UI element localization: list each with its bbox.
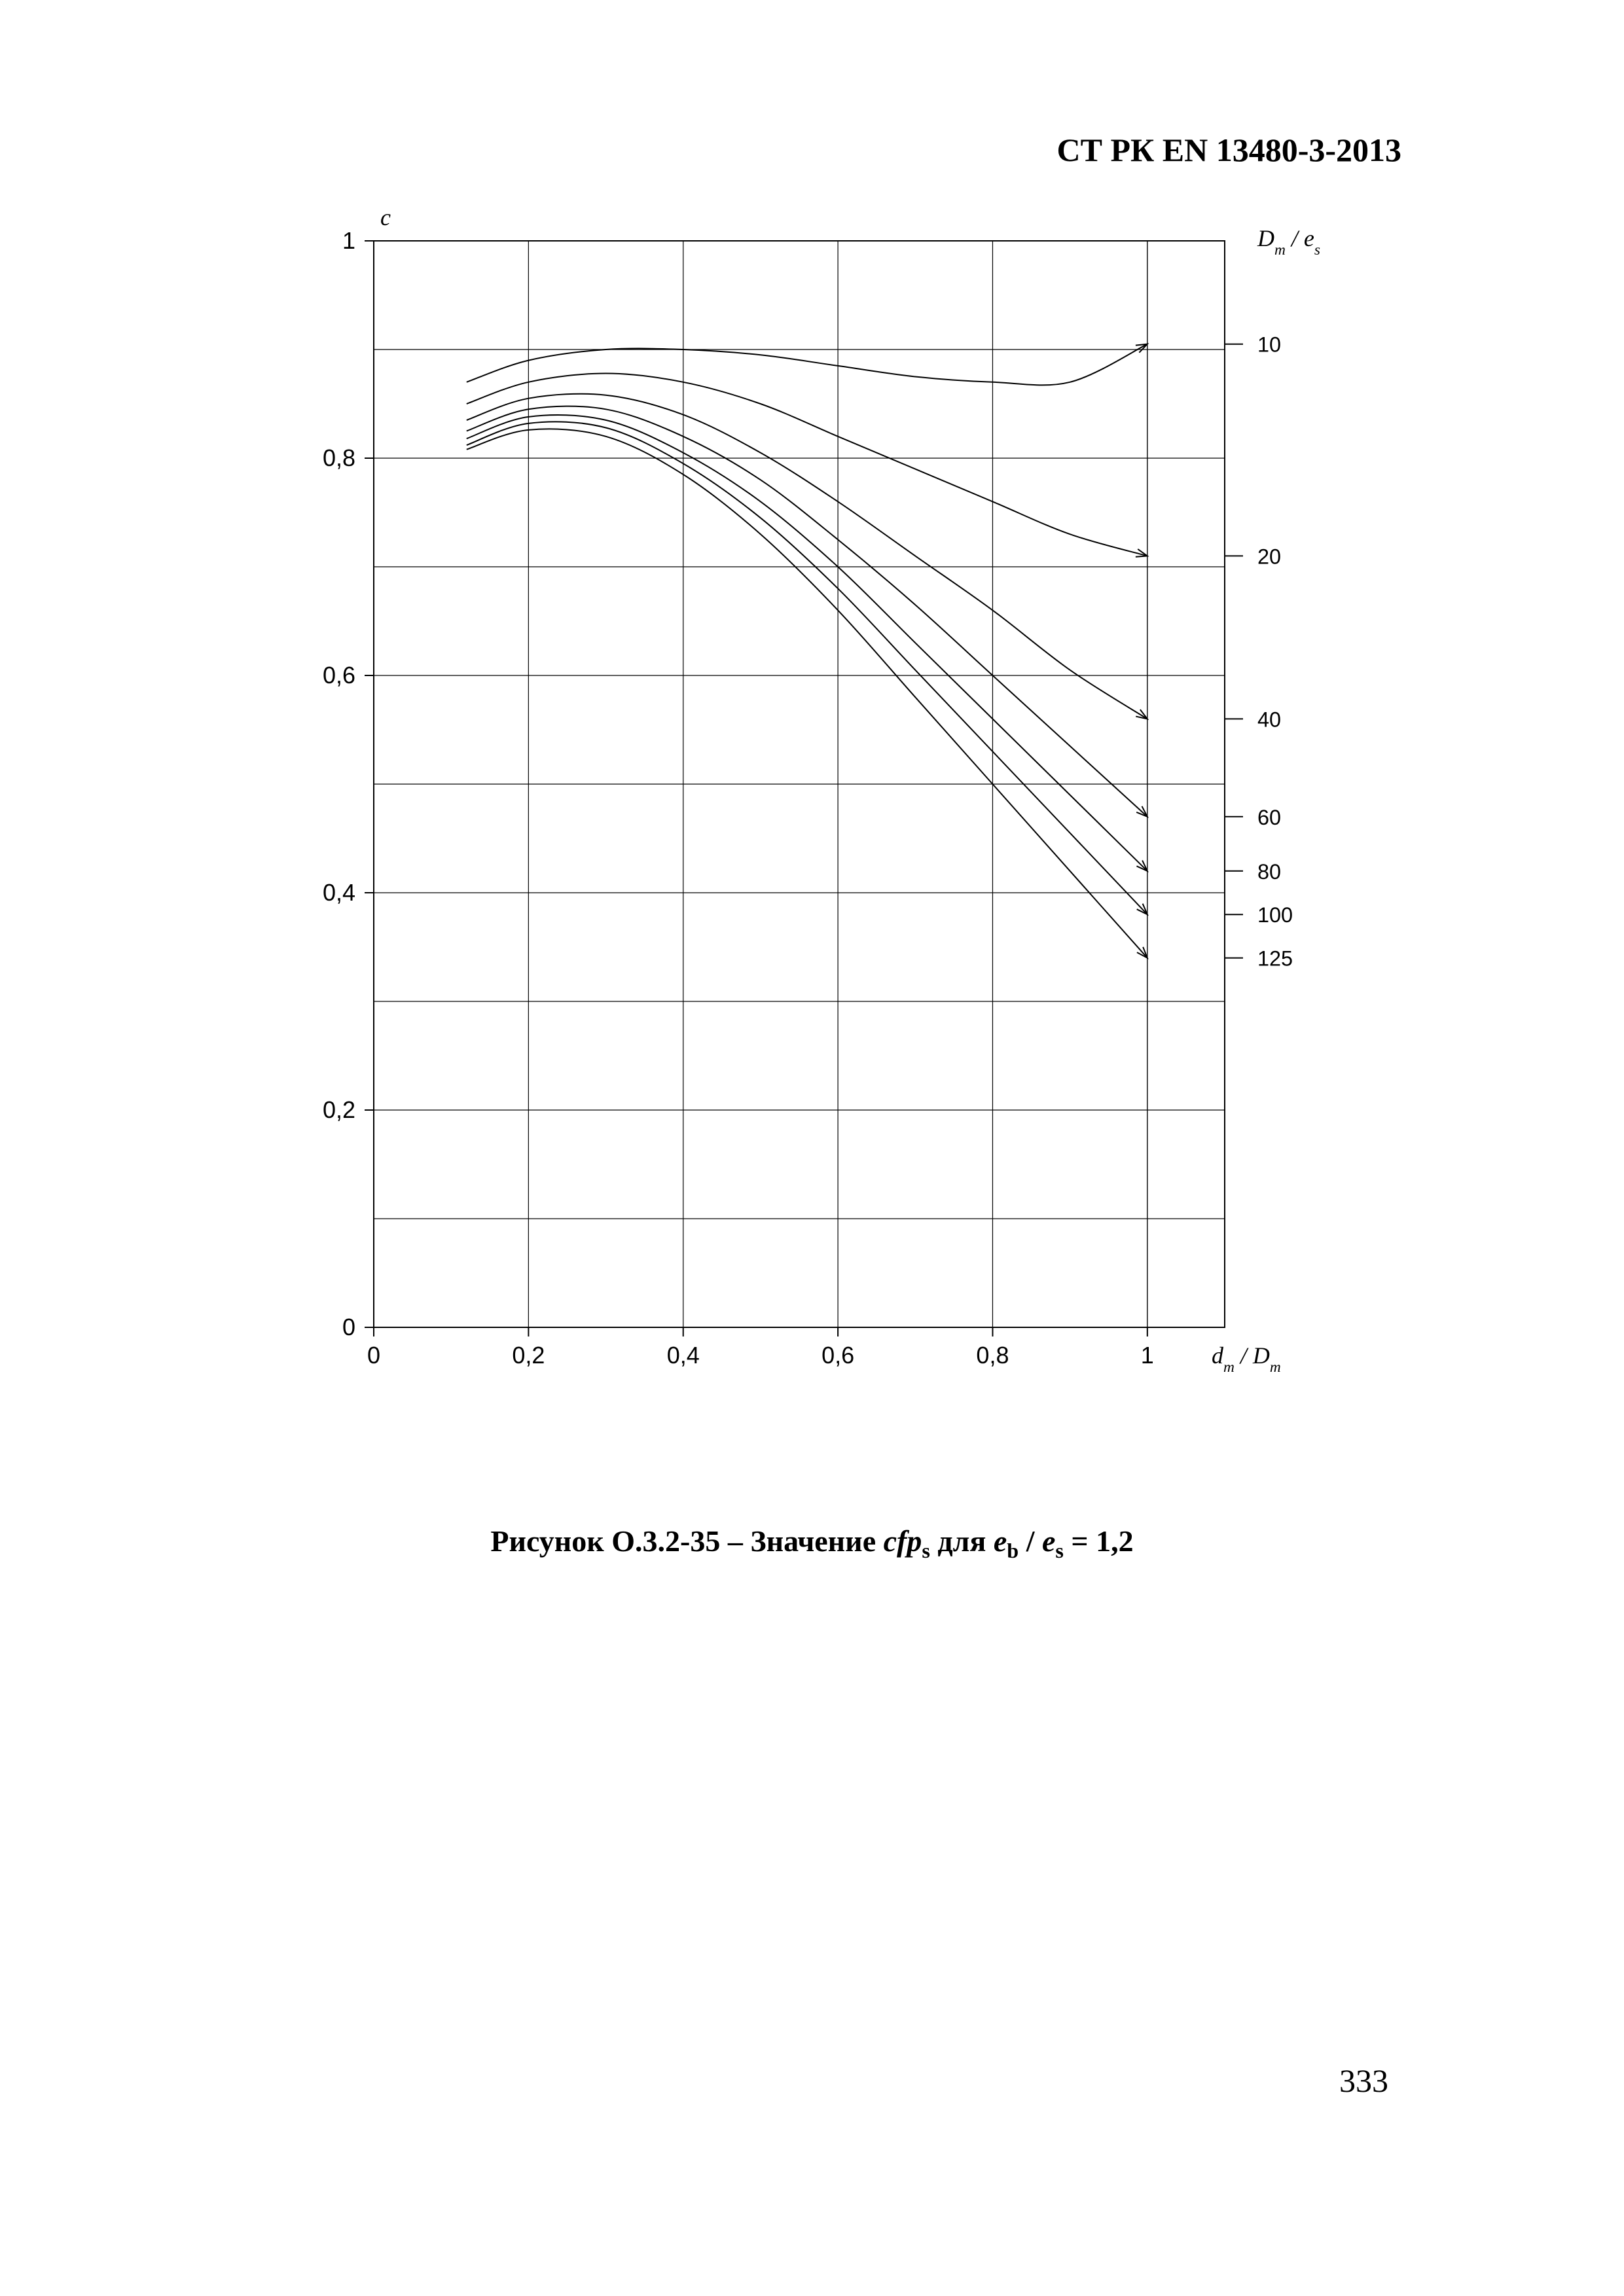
- svg-text:0: 0: [367, 1342, 380, 1369]
- svg-text:0,6: 0,6: [821, 1342, 854, 1369]
- svg-text:0,2: 0,2: [322, 1096, 355, 1123]
- svg-text:60: 60: [1257, 806, 1281, 829]
- svg-text:0,4: 0,4: [666, 1342, 699, 1369]
- caption-suffix: = 1,2: [1064, 1524, 1134, 1558]
- page-number: 333: [1339, 2062, 1388, 2100]
- figure-caption: Рисунок O.3.2-35 – Значение cfps для eb …: [223, 1524, 1401, 1563]
- chart-container: 00,20,40,60,8100,20,40,60,81cdm / DmDm /…: [256, 195, 1369, 1406]
- svg-text:10: 10: [1257, 333, 1281, 357]
- svg-text:0,8: 0,8: [322, 444, 355, 471]
- svg-text:0,8: 0,8: [976, 1342, 1009, 1369]
- caption-sub-s2: s: [1055, 1539, 1064, 1562]
- svg-text:100: 100: [1257, 903, 1293, 927]
- svg-text:0: 0: [342, 1314, 355, 1340]
- svg-text:dm / Dm: dm / Dm: [1212, 1342, 1281, 1376]
- svg-text:20: 20: [1257, 545, 1281, 568]
- svg-text:40: 40: [1257, 708, 1281, 731]
- svg-text:c: c: [380, 204, 391, 230]
- svg-text:125: 125: [1257, 947, 1293, 971]
- line-chart: 00,20,40,60,8100,20,40,60,81cdm / DmDm /…: [256, 195, 1369, 1406]
- caption-var-e1: e: [994, 1524, 1007, 1558]
- caption-prefix: Рисунок O.3.2-35 – Значение: [490, 1524, 883, 1558]
- standard-header: СТ РК EN 13480-3-2013: [223, 131, 1401, 169]
- svg-text:1: 1: [342, 227, 355, 254]
- caption-slash: /: [1019, 1524, 1042, 1558]
- svg-text:1: 1: [1140, 1342, 1153, 1369]
- svg-text:Dm / es: Dm / es: [1257, 225, 1320, 259]
- svg-text:0,4: 0,4: [322, 879, 355, 906]
- svg-text:0,6: 0,6: [322, 662, 355, 689]
- caption-var-e2: e: [1042, 1524, 1055, 1558]
- caption-var-cfp: cfp: [884, 1524, 922, 1558]
- svg-text:80: 80: [1257, 860, 1281, 884]
- caption-sub-s: s: [922, 1539, 930, 1562]
- caption-mid: для: [930, 1524, 994, 1558]
- svg-text:0,2: 0,2: [512, 1342, 545, 1369]
- caption-sub-b: b: [1007, 1539, 1019, 1562]
